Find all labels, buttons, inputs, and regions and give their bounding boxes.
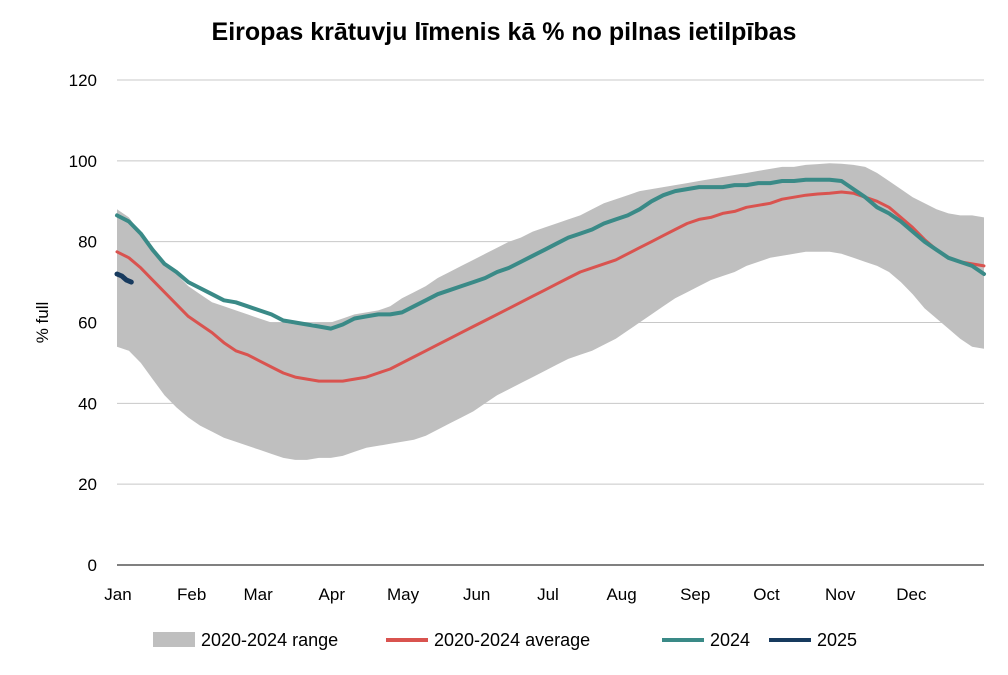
chart-title: Eiropas krātuvju līmenis kā % no pilnas … [211,18,797,46]
x-tick-label: Jul [537,585,559,604]
series-line [114,271,134,285]
legend-label: 2025 [817,630,857,650]
range-band [117,163,984,460]
y-tick-label: 100 [69,152,97,171]
y-tick-label: 20 [78,475,97,494]
y-tick-label: 120 [69,71,97,90]
x-tick-label: Jan [104,585,131,604]
legend-label: 2020-2024 range [201,630,338,650]
legend-label: 2024 [710,630,750,650]
x-tick-label: Sep [680,585,710,604]
series-line [115,190,986,383]
series-line [115,177,986,331]
x-tick-label: Feb [177,585,206,604]
x-tick-label: May [387,585,420,604]
x-tick-label: Aug [606,585,636,604]
legend-label: 2020-2024 average [434,630,590,650]
y-tick-label: 0 [88,556,97,575]
y-axis-title: % full [33,302,52,344]
legend-swatch [153,632,195,647]
x-tick-label: Jun [463,585,490,604]
x-tick-label: Mar [244,585,274,604]
x-tick-label: Dec [896,585,927,604]
x-tick-label: Nov [825,585,856,604]
y-tick-label: 60 [78,314,97,333]
y-tick-label: 80 [78,233,97,252]
y-tick-label: 40 [78,394,97,413]
x-tick-label: Apr [319,585,346,604]
x-tick-label: Oct [753,585,780,604]
